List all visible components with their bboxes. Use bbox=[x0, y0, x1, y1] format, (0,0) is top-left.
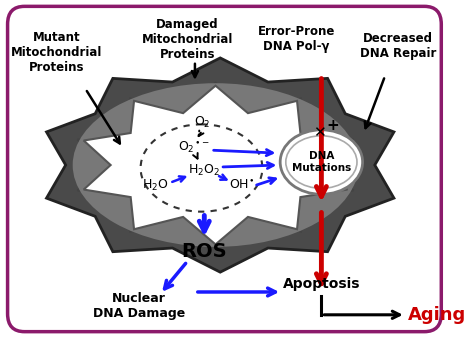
Text: H$_2$O$_2$: H$_2$O$_2$ bbox=[188, 162, 220, 178]
Text: ✕: ✕ bbox=[313, 125, 326, 140]
Text: Nuclear
DNA Damage: Nuclear DNA Damage bbox=[92, 292, 185, 320]
Polygon shape bbox=[46, 58, 394, 272]
Polygon shape bbox=[77, 83, 354, 247]
Text: Decreased
DNA Repair: Decreased DNA Repair bbox=[360, 32, 437, 60]
Text: Mutant
Mitochondrial
Proteins: Mutant Mitochondrial Proteins bbox=[10, 32, 102, 75]
Text: Error-Prone
DNA Pol-γ: Error-Prone DNA Pol-γ bbox=[257, 25, 335, 53]
Text: O$_2$: O$_2$ bbox=[194, 115, 211, 130]
Text: Apoptosis: Apoptosis bbox=[283, 277, 360, 291]
Polygon shape bbox=[84, 86, 347, 244]
Text: H$_2$O: H$_2$O bbox=[142, 178, 169, 194]
FancyBboxPatch shape bbox=[8, 6, 441, 332]
Text: Aging: Aging bbox=[408, 306, 466, 324]
Ellipse shape bbox=[73, 83, 358, 247]
Ellipse shape bbox=[280, 130, 363, 194]
Text: OH$^{\bullet}$: OH$^{\bullet}$ bbox=[229, 179, 255, 193]
Text: Damaged
Mitochondrial
Proteins: Damaged Mitochondrial Proteins bbox=[142, 18, 233, 61]
Text: +: + bbox=[326, 118, 339, 133]
Ellipse shape bbox=[286, 136, 357, 188]
Text: ROS: ROS bbox=[182, 242, 227, 261]
Text: DNA
Mutations: DNA Mutations bbox=[292, 151, 351, 173]
Text: O$_2$$^{\bullet-}$: O$_2$$^{\bullet-}$ bbox=[178, 140, 210, 155]
